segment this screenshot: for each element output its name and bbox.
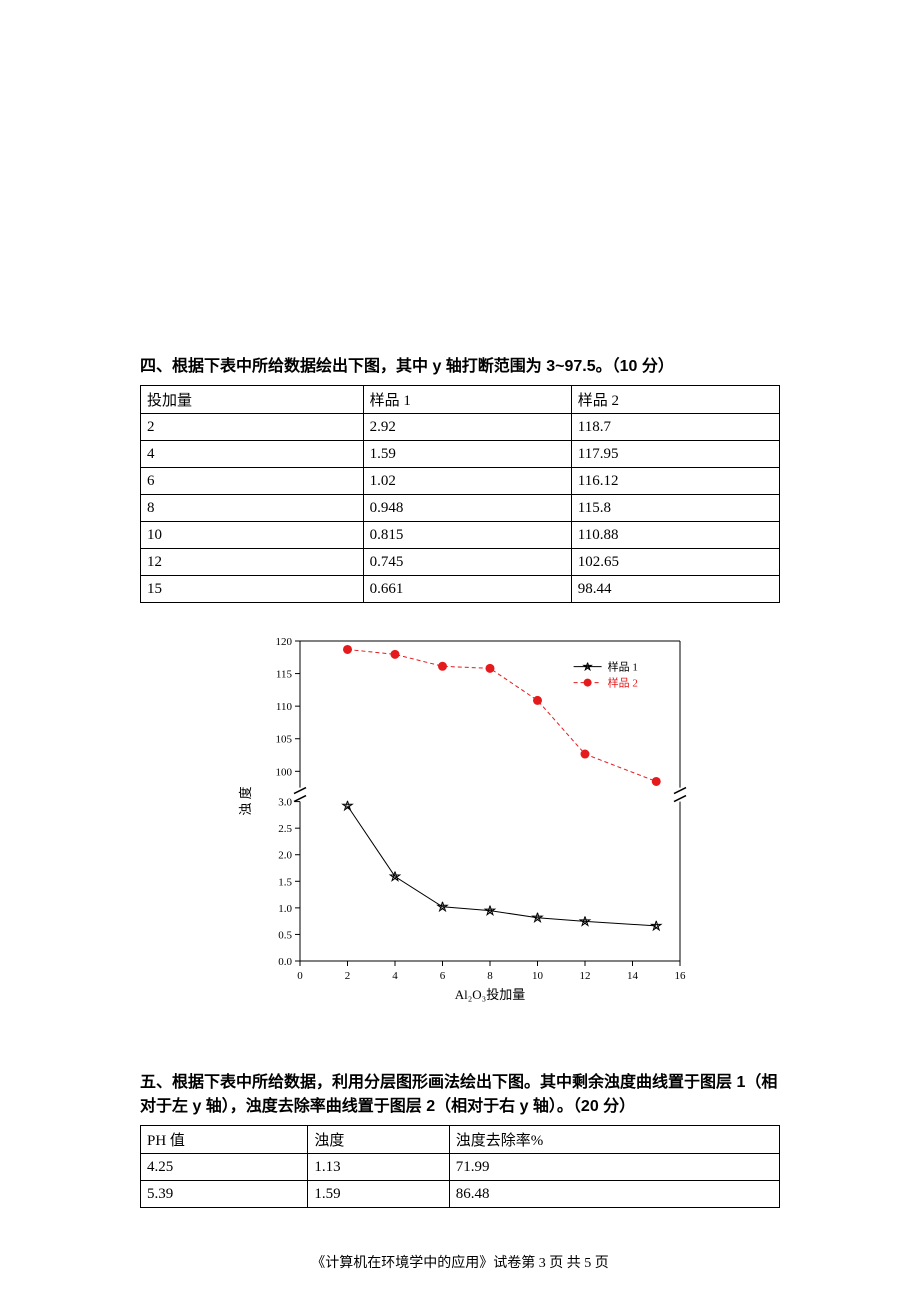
q4-th-0: 投加量 [141, 386, 364, 414]
q5-th-1: 浊度 [308, 1126, 449, 1154]
svg-text:2.5: 2.5 [278, 823, 292, 835]
q4-title: 四、根据下表中所给数据绘出下图，其中 y 轴打断范围为 3~97.5。（10 分… [140, 355, 780, 379]
table-row: 12 0.745 102.65 [141, 549, 780, 576]
q4-table: 投加量 样品 1 样品 2 2 2.92 118.7 4 1.59 117.95… [140, 385, 780, 603]
table-row: 2 2.92 118.7 [141, 414, 780, 441]
table-row: 15 0.661 98.44 [141, 576, 780, 603]
svg-text:12: 12 [580, 970, 591, 982]
table-row: 4.25 1.13 71.99 [141, 1154, 780, 1181]
svg-text:2.0: 2.0 [278, 850, 292, 862]
table-row: 10 0.815 110.88 [141, 522, 780, 549]
page: 四、根据下表中所给数据绘出下图，其中 y 轴打断范围为 3~97.5。（10 分… [0, 0, 920, 1302]
q4-th-1: 样品 1 [363, 386, 571, 414]
svg-text:3.0: 3.0 [278, 797, 292, 809]
svg-text:1.0: 1.0 [278, 903, 292, 915]
svg-text:0.0: 0.0 [278, 956, 292, 968]
svg-text:0.5: 0.5 [278, 929, 292, 941]
table-row: 8 0.948 115.8 [141, 495, 780, 522]
svg-text:110: 110 [276, 701, 293, 713]
svg-text:120: 120 [276, 636, 293, 648]
svg-text:10: 10 [532, 970, 544, 982]
svg-text:105: 105 [276, 734, 293, 746]
table-row: 4 1.59 117.95 [141, 441, 780, 468]
page-footer: 《计算机在环境学中的应用》试卷第 3 页 共 5 页 [0, 1252, 920, 1272]
svg-text:115: 115 [276, 669, 293, 681]
svg-text:0: 0 [297, 970, 303, 982]
q5-title: 五、根据下表中所给数据，利用分层图形画法绘出下图。其中剩余浊度曲线置于图层 1（… [140, 1071, 780, 1119]
table-row: 5.39 1.59 86.48 [141, 1181, 780, 1208]
table-row: PH 值 浊度 浊度去除率% [141, 1126, 780, 1154]
table-row: 6 1.02 116.12 [141, 468, 780, 495]
svg-text:6: 6 [440, 970, 446, 982]
svg-text:Al₂O₃投加量: Al₂O₃投加量 [455, 987, 525, 1002]
chart-container: 0 2 4 6 8 10 12 14 16 0.0 0.5 1.0 1.5 2.0 2.5 3.0 100 105… [140, 631, 780, 1011]
svg-text:样品 1: 样品 1 [608, 660, 638, 674]
svg-text:100: 100 [276, 766, 293, 778]
svg-text:16: 16 [675, 970, 687, 982]
q5-th-0: PH 值 [141, 1126, 308, 1154]
q5-th-2: 浊度去除率% [449, 1126, 779, 1154]
broken-axis-chart: 0 2 4 6 8 10 12 14 16 0.0 0.5 1.0 1.5 2.0 2.5 3.0 100 105… [230, 631, 690, 1011]
svg-text:1.5: 1.5 [278, 876, 292, 888]
svg-text:14: 14 [627, 970, 639, 982]
svg-text:4: 4 [392, 970, 398, 982]
table-row: 投加量 样品 1 样品 2 [141, 386, 780, 414]
svg-text:样品 2: 样品 2 [608, 676, 638, 690]
q5-table: PH 值 浊度 浊度去除率% 4.25 1.13 71.99 5.39 1.59… [140, 1125, 780, 1208]
svg-text:2: 2 [345, 970, 351, 982]
svg-text:8: 8 [487, 970, 493, 982]
svg-text:浊 度: 浊 度 [238, 786, 253, 815]
q4-th-2: 样品 2 [571, 386, 779, 414]
